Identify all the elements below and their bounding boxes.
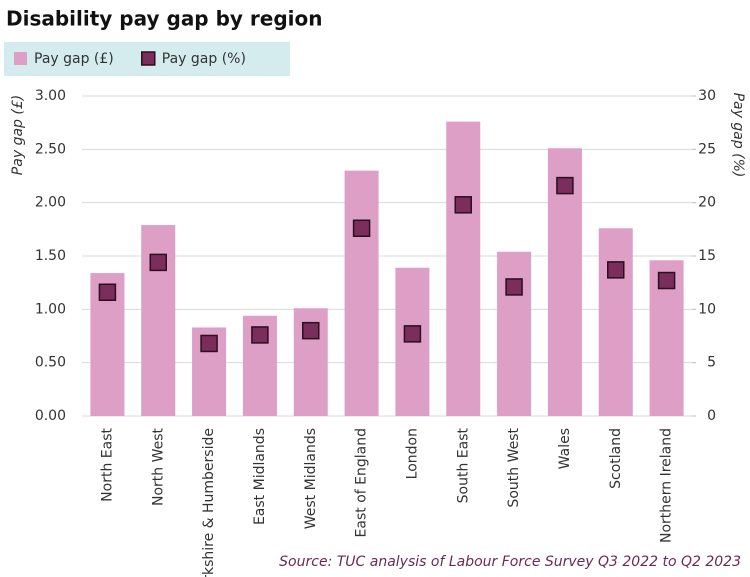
source-note: Source: TUC analysis of Labour Force Sur… [279,554,741,570]
y-axis-title: Pay gap (£) [10,95,26,175]
marker [251,326,269,344]
x-tick-label: East of England [354,428,370,537]
bar [344,170,379,416]
y-tick-label: 2.50 [35,141,66,157]
y-tick-label: 0.50 [35,355,66,371]
marker [149,253,167,272]
y-tick-label: 1.50 [35,248,66,264]
marker [454,196,472,214]
y2-tick-label: 25 [698,141,716,157]
legend-swatch [141,51,156,66]
y2-axis-title: Pay gap (%) [730,93,746,178]
marker [556,176,574,195]
y2-tick-label: 0 [707,408,716,424]
y-tick-label: 2.00 [35,195,66,211]
marker [607,261,625,279]
legend-swatch [14,52,27,65]
legend-label: Pay gap (%) [162,51,246,67]
y-tick-label: 0.00 [35,408,66,424]
marker [352,219,371,238]
y2-tick-label: 15 [698,248,716,264]
x-tick-label: Wales [557,428,573,469]
y2-tick-label: 10 [698,301,716,317]
x-tick-label: East Midlands [252,428,268,525]
y2-tick-label: 30 [698,88,716,104]
x-tick-label: Northern Ireland [659,428,675,543]
x-tick-label: London [404,428,420,479]
legend: Pay gap (£) Pay gap (%) [14,51,246,67]
y2-tick-label: 20 [698,195,716,211]
y2-tick-label: 5 [707,355,716,371]
bar [598,228,633,416]
x-tick-label: Scotland [608,428,624,489]
bar [497,251,532,416]
bar [446,121,481,416]
x-tick-label: North East [99,428,115,502]
x-tick-label: South East [455,428,471,504]
chart-title: Disability pay gap by region [6,7,322,31]
y-tick-label: 1.00 [35,301,66,317]
marker [657,271,676,290]
marker [98,283,117,302]
x-tick-label: West Midlands [303,428,319,529]
x-tick-label: North West [150,427,166,506]
legend-label: Pay gap (£) [34,51,114,67]
marker [403,325,422,343]
x-tick-label: South West [506,427,522,507]
x-tick-label: Yorkshire & Humberside [201,428,217,577]
marker [505,278,523,296]
marker [302,321,320,340]
marker [200,334,218,353]
y-tick-label: 3.00 [35,88,66,104]
